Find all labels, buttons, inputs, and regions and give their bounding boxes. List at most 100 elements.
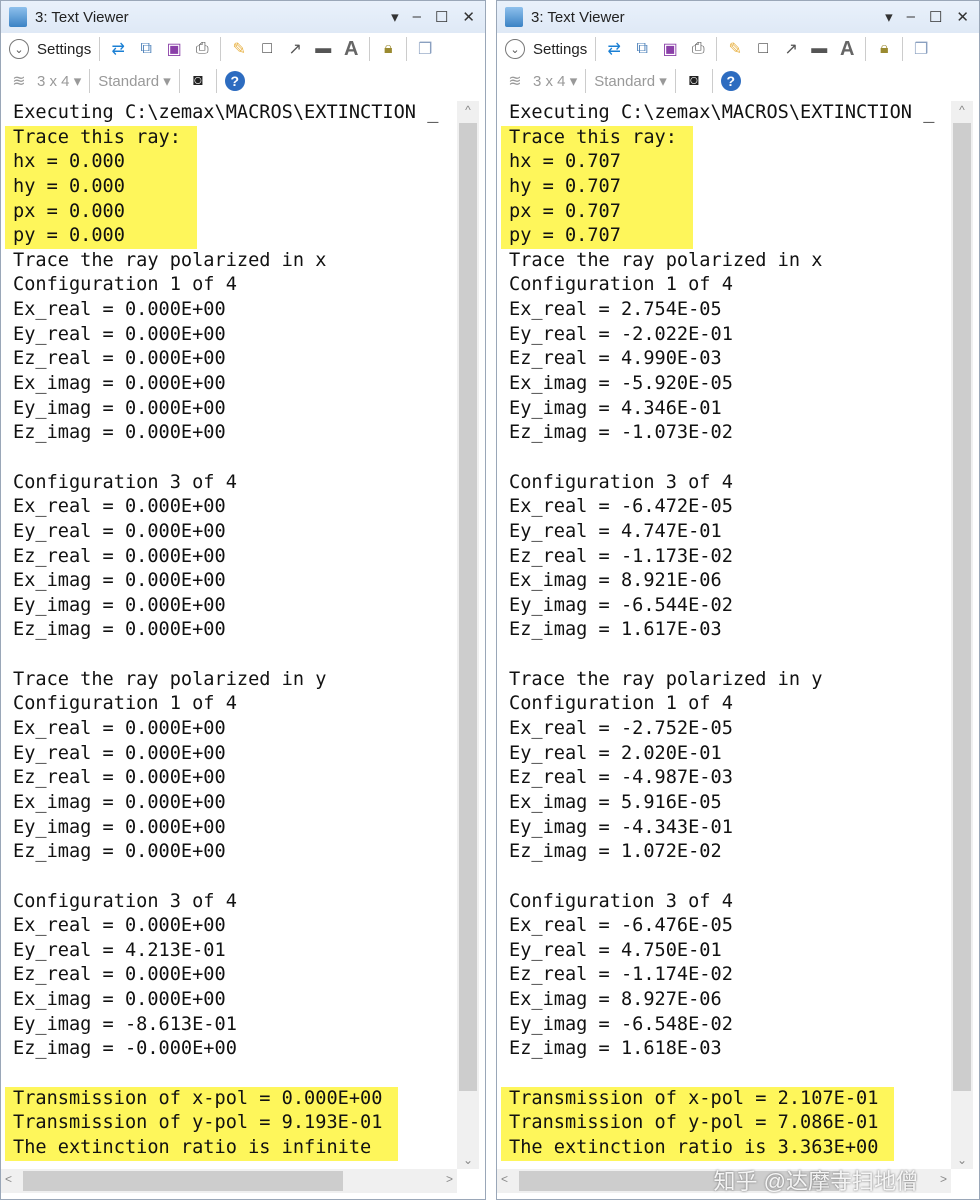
rectangle-icon[interactable]: □ xyxy=(758,40,769,57)
style-dropdown[interactable]: Standard ▾ xyxy=(98,73,171,90)
scroll-right-icon[interactable]: > xyxy=(445,1172,453,1186)
output-line xyxy=(13,1062,438,1087)
line-text: Ey_imag = 0.000E+00 xyxy=(13,816,226,838)
line-text: Ey_real = 4.747E-01 xyxy=(509,520,722,542)
text-area[interactable]: Executing C:\zemax\MACROS\EXTINCTION _ Tr… xyxy=(497,99,979,1169)
save-icon[interactable]: ▣ xyxy=(166,41,182,58)
line-text: Ez_imag = 0.000E+00 xyxy=(13,422,226,444)
line-text: Ez_imag = 0.000E+00 xyxy=(13,619,226,641)
window-icon[interactable]: ◙ xyxy=(192,72,203,89)
rectangle-icon[interactable]: □ xyxy=(262,40,273,57)
dropdown-icon[interactable]: ▾ xyxy=(885,9,893,26)
maximize-button[interactable]: ☐ xyxy=(928,9,943,26)
scrollbar-thumb[interactable] xyxy=(519,1171,839,1191)
scroll-down-icon[interactable]: ⌄ xyxy=(956,1153,968,1167)
settings-button[interactable]: Settings xyxy=(37,40,92,58)
text-icon[interactable]: A xyxy=(839,37,855,60)
scroll-up-icon[interactable]: ^ xyxy=(959,103,965,117)
style-dropdown[interactable]: Standard ▾ xyxy=(594,73,667,90)
line-text: Ex_imag = 0.000E+00 xyxy=(13,989,226,1011)
output-line xyxy=(509,446,934,471)
arrow-icon[interactable]: ↗ xyxy=(288,41,302,58)
output-line: Ez_imag = 1.618E-03 xyxy=(509,1037,934,1062)
help-icon[interactable]: ? xyxy=(720,71,741,91)
output-line: Ey_real = 4.213E-01 xyxy=(13,939,438,964)
settings-chevron-icon[interactable]: ⌄ xyxy=(505,39,525,59)
line-text: Ez_imag = 1.618E-03 xyxy=(509,1038,722,1060)
horizontal-scrollbar[interactable]: < > xyxy=(497,1169,951,1193)
pencil-icon[interactable]: ✎ xyxy=(728,41,742,58)
output-line xyxy=(509,1062,934,1087)
window-icon[interactable]: ◙ xyxy=(688,72,699,89)
save-icon[interactable]: ▣ xyxy=(662,41,678,58)
scroll-up-icon[interactable]: ^ xyxy=(465,103,471,117)
highlighted-text: hy = 0.707 xyxy=(501,174,693,200)
vertical-scrollbar[interactable]: ^ ⌄ xyxy=(457,101,479,1169)
line-text: Ex_imag = 0.000E+00 xyxy=(13,373,226,395)
copy-icon[interactable]: ⧉ xyxy=(636,40,648,57)
line-text: Ez_real = -4.987E-03 xyxy=(509,767,733,789)
help-icon[interactable]: ? xyxy=(224,71,245,91)
scroll-left-icon[interactable]: < xyxy=(5,1172,13,1186)
text-area[interactable]: Executing C:\zemax\MACROS\EXTINCTION _ Tr… xyxy=(1,99,485,1169)
copy-icon[interactable]: ⧉ xyxy=(140,40,152,57)
output-line: Ey_imag = -4.343E-01 xyxy=(509,816,934,841)
scroll-down-icon[interactable]: ⌄ xyxy=(462,1153,474,1167)
output-line: Ex_imag = 8.927E-06 xyxy=(509,988,934,1013)
scrollbar-thumb[interactable] xyxy=(23,1171,343,1191)
scroll-right-icon[interactable]: > xyxy=(939,1172,947,1186)
output-line: Ex_real = 0.000E+00 xyxy=(13,298,438,323)
line-icon[interactable]: ▬ xyxy=(811,40,828,57)
arrow-icon[interactable]: ↗ xyxy=(784,41,798,58)
refresh-icon[interactable]: ⇄ xyxy=(607,41,621,58)
line-text: Ey_imag = -4.343E-01 xyxy=(509,816,733,838)
highlighted-text: The extinction ratio is infinite xyxy=(5,1135,398,1161)
line-text: Configuration 1 of 4 xyxy=(13,274,237,296)
output-line: hy = 0.000 xyxy=(5,174,438,200)
line-text: Configuration 1 of 4 xyxy=(509,693,733,715)
text-icon[interactable]: A xyxy=(343,37,359,60)
close-button[interactable]: ✕ xyxy=(462,9,475,26)
layers-icon[interactable]: ≋ xyxy=(508,73,522,90)
lock-icon[interactable]: 🔒︎ xyxy=(879,40,889,57)
vertical-scrollbar[interactable]: ^ ⌄ xyxy=(951,101,973,1169)
windows-icon[interactable]: ❐ xyxy=(418,41,433,58)
output-line: Ez_imag = 1.617E-03 xyxy=(509,618,934,643)
line-text: Ez_real = 0.000E+00 xyxy=(13,545,226,567)
minimize-button[interactable]: – xyxy=(412,8,421,25)
settings-button[interactable]: Settings xyxy=(533,40,588,58)
windows-icon[interactable]: ❐ xyxy=(914,41,929,58)
output-line: Trace the ray polarized in x xyxy=(509,249,934,274)
line-text: Ez_real = -1.174E-02 xyxy=(509,964,733,986)
line-icon[interactable]: ▬ xyxy=(315,40,332,57)
scrollbar-thumb[interactable] xyxy=(953,123,971,1091)
horizontal-scrollbar[interactable]: < > xyxy=(1,1169,457,1193)
layout-dropdown[interactable]: 3 x 4 ▾ xyxy=(533,73,578,90)
close-button[interactable]: ✕ xyxy=(956,9,969,26)
output-line: Trace the ray polarized in x xyxy=(13,249,438,274)
pencil-icon[interactable]: ✎ xyxy=(232,41,246,58)
line-text: Ey_imag = 0.000E+00 xyxy=(13,594,226,616)
lock-icon[interactable]: 🔒︎ xyxy=(383,40,393,57)
print-icon[interactable]: ⎙ xyxy=(195,40,209,57)
output-line: Ex_imag = 0.000E+00 xyxy=(13,988,438,1013)
scrollbar-thumb[interactable] xyxy=(459,123,477,1091)
refresh-icon[interactable]: ⇄ xyxy=(111,41,125,58)
output-text: Executing C:\zemax\MACROS\EXTINCTION _ Tr… xyxy=(5,101,438,1161)
output-line: Ez_real = 0.000E+00 xyxy=(13,963,438,988)
layers-icon[interactable]: ≋ xyxy=(12,73,26,90)
layout-dropdown[interactable]: 3 x 4 ▾ xyxy=(37,73,82,90)
output-line: Ey_imag = 0.000E+00 xyxy=(13,594,438,619)
line-text: Ex_imag = 0.000E+00 xyxy=(13,570,226,592)
dropdown-icon[interactable]: ▾ xyxy=(391,9,399,26)
line-text: Ex_real = 0.000E+00 xyxy=(13,299,226,321)
output-line xyxy=(509,643,934,668)
output-line: Ex_real = 0.000E+00 xyxy=(13,717,438,742)
print-icon[interactable]: ⎙ xyxy=(691,40,705,57)
output-line: Configuration 1 of 4 xyxy=(509,692,934,717)
line-text: Ez_real = 0.000E+00 xyxy=(13,348,226,370)
maximize-button[interactable]: ☐ xyxy=(434,9,449,26)
settings-chevron-icon[interactable]: ⌄ xyxy=(9,39,29,59)
minimize-button[interactable]: – xyxy=(906,8,915,25)
scroll-left-icon[interactable]: < xyxy=(501,1172,509,1186)
